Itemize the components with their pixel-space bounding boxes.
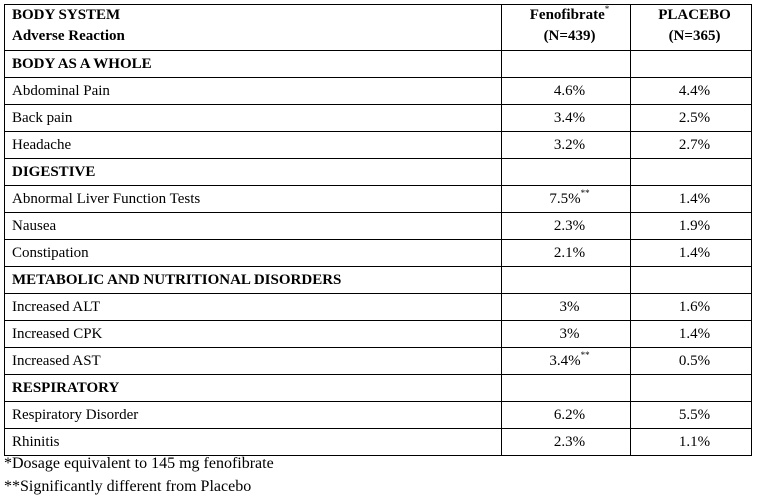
- fenofibrate-value: 2.3%: [553, 433, 586, 450]
- empty-cell: [630, 158, 752, 186]
- significance-mark: **: [580, 349, 590, 360]
- placebo-value: 2.5%: [630, 104, 752, 132]
- table-row: Back pain 3.4% 2.5%: [4, 104, 752, 132]
- header-adverse-reaction: Adverse Reaction: [4, 28, 502, 51]
- fenofibrate-value: 3%: [559, 298, 580, 315]
- table-row: Abnormal Liver Function Tests 7.5%** 1.4%: [4, 185, 752, 213]
- placebo-value: 2.7%: [630, 131, 752, 159]
- table-row: Increased ALT 3% 1.6%: [4, 293, 752, 321]
- header-body-system: BODY SYSTEM: [4, 4, 502, 28]
- adverse-reaction-label: Abdominal Pain: [4, 77, 502, 105]
- adverse-reactions-table: BODY SYSTEM Fenofibrate* PLACEBO Adverse…: [4, 4, 752, 456]
- fenofibrate-value-cell: 3%: [501, 293, 631, 321]
- header-fenofibrate-n: (N=439): [501, 28, 631, 51]
- placebo-value: 1.6%: [630, 293, 752, 321]
- fenofibrate-value-cell: 3.4%: [501, 104, 631, 132]
- fenofibrate-value: 6.2%: [553, 406, 586, 423]
- section-row: METABOLIC AND NUTRITIONAL DISORDERS: [4, 266, 752, 294]
- placebo-value: 1.4%: [630, 185, 752, 213]
- adverse-reaction-label: Increased AST: [4, 347, 502, 375]
- fenofibrate-value-cell: 7.5%**: [501, 185, 631, 213]
- fenofibrate-value: 3.4%: [553, 109, 586, 126]
- empty-cell: [501, 266, 631, 294]
- fenofibrate-value: 4.6%: [553, 82, 586, 99]
- header-row-2: Adverse Reaction (N=439) (N=365): [4, 28, 752, 51]
- empty-cell: [501, 50, 631, 78]
- fenofibrate-value-cell: 3.2%: [501, 131, 631, 159]
- empty-cell: [630, 374, 752, 402]
- adverse-reaction-label: Back pain: [4, 104, 502, 132]
- fenofibrate-value-cell: 3%: [501, 320, 631, 348]
- header-placebo-n: (N=365): [630, 28, 752, 51]
- table-row: Abdominal Pain 4.6% 4.4%: [4, 77, 752, 105]
- adverse-reaction-label: Increased CPK: [4, 320, 502, 348]
- section-row: RESPIRATORY: [4, 374, 752, 402]
- adverse-reaction-label: Rhinitis: [4, 428, 502, 456]
- empty-cell: [501, 374, 631, 402]
- header-row-1: BODY SYSTEM Fenofibrate* PLACEBO: [4, 4, 752, 28]
- fenofibrate-value-cell: 2.1%: [501, 239, 631, 267]
- section-label: BODY AS A WHOLE: [4, 50, 502, 78]
- placebo-value: 4.4%: [630, 77, 752, 105]
- empty-cell: [630, 50, 752, 78]
- placebo-value: 5.5%: [630, 401, 752, 429]
- placebo-value: 1.4%: [630, 320, 752, 348]
- fenofibrate-value: 3.4%: [549, 352, 581, 369]
- adverse-reaction-label: Constipation: [4, 239, 502, 267]
- fenofibrate-value-cell: 4.6%: [501, 77, 631, 105]
- placebo-value: 0.5%: [630, 347, 752, 375]
- adverse-reaction-label: Abnormal Liver Function Tests: [4, 185, 502, 213]
- footnote-dosage: *Dosage equivalent to 145 mg fenofibrate: [4, 455, 274, 472]
- fenofibrate-value-cell: 2.3%: [501, 428, 631, 456]
- placebo-value: 1.1%: [630, 428, 752, 456]
- adverse-reaction-label: Respiratory Disorder: [4, 401, 502, 429]
- fenofibrate-value-cell: 2.3%: [501, 212, 631, 240]
- table-row: Respiratory Disorder 6.2% 5.5%: [4, 401, 752, 429]
- table-row: Nausea 2.3% 1.9%: [4, 212, 752, 240]
- table-row: Increased AST 3.4%** 0.5%: [4, 347, 752, 375]
- empty-cell: [630, 266, 752, 294]
- fenofibrate-value-cell: 3.4%**: [501, 347, 631, 375]
- section-label: RESPIRATORY: [4, 374, 502, 402]
- placebo-value: 1.9%: [630, 212, 752, 240]
- section-label: METABOLIC AND NUTRITIONAL DISORDERS: [4, 266, 502, 294]
- significance-mark: **: [580, 187, 590, 198]
- header-placebo: PLACEBO: [630, 4, 752, 28]
- header-fenofibrate-footnote-mark: *: [604, 4, 610, 14]
- empty-cell: [501, 158, 631, 186]
- adverse-reaction-label: Increased ALT: [4, 293, 502, 321]
- fenofibrate-value: 2.1%: [553, 244, 586, 261]
- section-label: DIGESTIVE: [4, 158, 502, 186]
- adverse-reaction-label: Headache: [4, 131, 502, 159]
- fenofibrate-value: 2.3%: [553, 217, 586, 234]
- table-row: Increased CPK 3% 1.4%: [4, 320, 752, 348]
- header-fenofibrate: Fenofibrate*: [501, 4, 631, 28]
- placebo-value: 1.4%: [630, 239, 752, 267]
- fenofibrate-value: 7.5%: [549, 190, 581, 207]
- section-row: DIGESTIVE: [4, 158, 752, 186]
- table-row: Headache 3.2% 2.7%: [4, 131, 752, 159]
- fenofibrate-value: 3.2%: [553, 136, 586, 153]
- header-fenofibrate-label: Fenofibrate: [529, 7, 605, 23]
- table-row: Constipation 2.1% 1.4%: [4, 239, 752, 267]
- footnote-significance: **Significantly different from Placebo: [4, 478, 252, 495]
- fenofibrate-value: 3%: [559, 325, 580, 342]
- table-row: Rhinitis 2.3% 1.1%: [4, 428, 752, 456]
- fenofibrate-value-cell: 6.2%: [501, 401, 631, 429]
- section-row: BODY AS A WHOLE: [4, 50, 752, 78]
- adverse-reaction-label: Nausea: [4, 212, 502, 240]
